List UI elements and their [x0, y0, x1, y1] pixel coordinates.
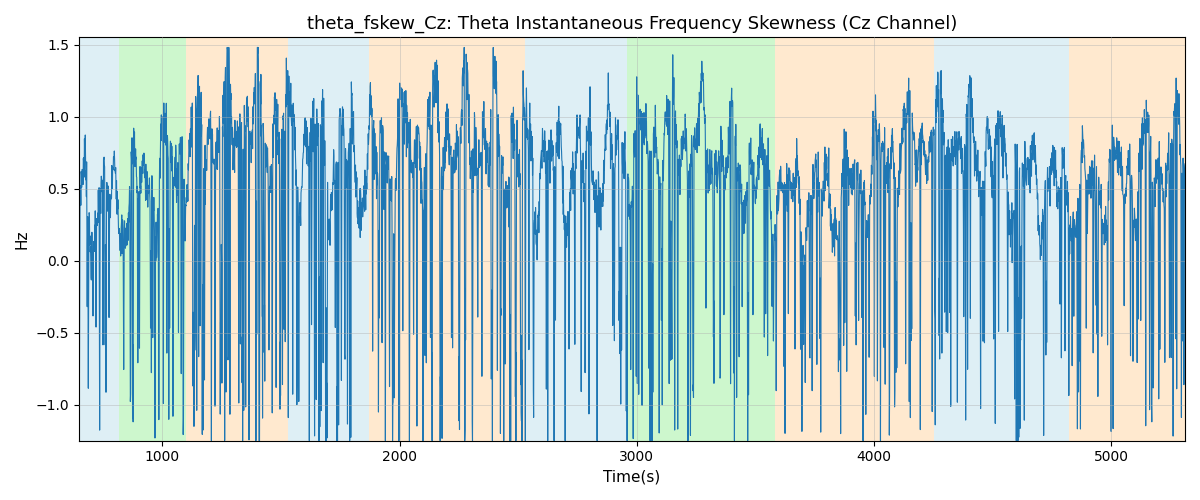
Bar — [79, 38, 119, 440]
Bar — [628, 38, 774, 440]
Title: theta_fskew_Cz: Theta Instantaneous Frequency Skewness (Cz Channel): theta_fskew_Cz: Theta Instantaneous Freq… — [307, 15, 958, 34]
Bar — [119, 38, 186, 440]
Bar — [368, 38, 526, 440]
Bar — [526, 38, 628, 440]
Bar — [774, 38, 934, 440]
Y-axis label: Hz: Hz — [14, 230, 30, 249]
X-axis label: Time(s): Time(s) — [604, 470, 660, 485]
Bar — [186, 38, 288, 440]
Bar — [934, 38, 1069, 440]
Bar — [288, 38, 368, 440]
Bar — [1069, 38, 1186, 440]
